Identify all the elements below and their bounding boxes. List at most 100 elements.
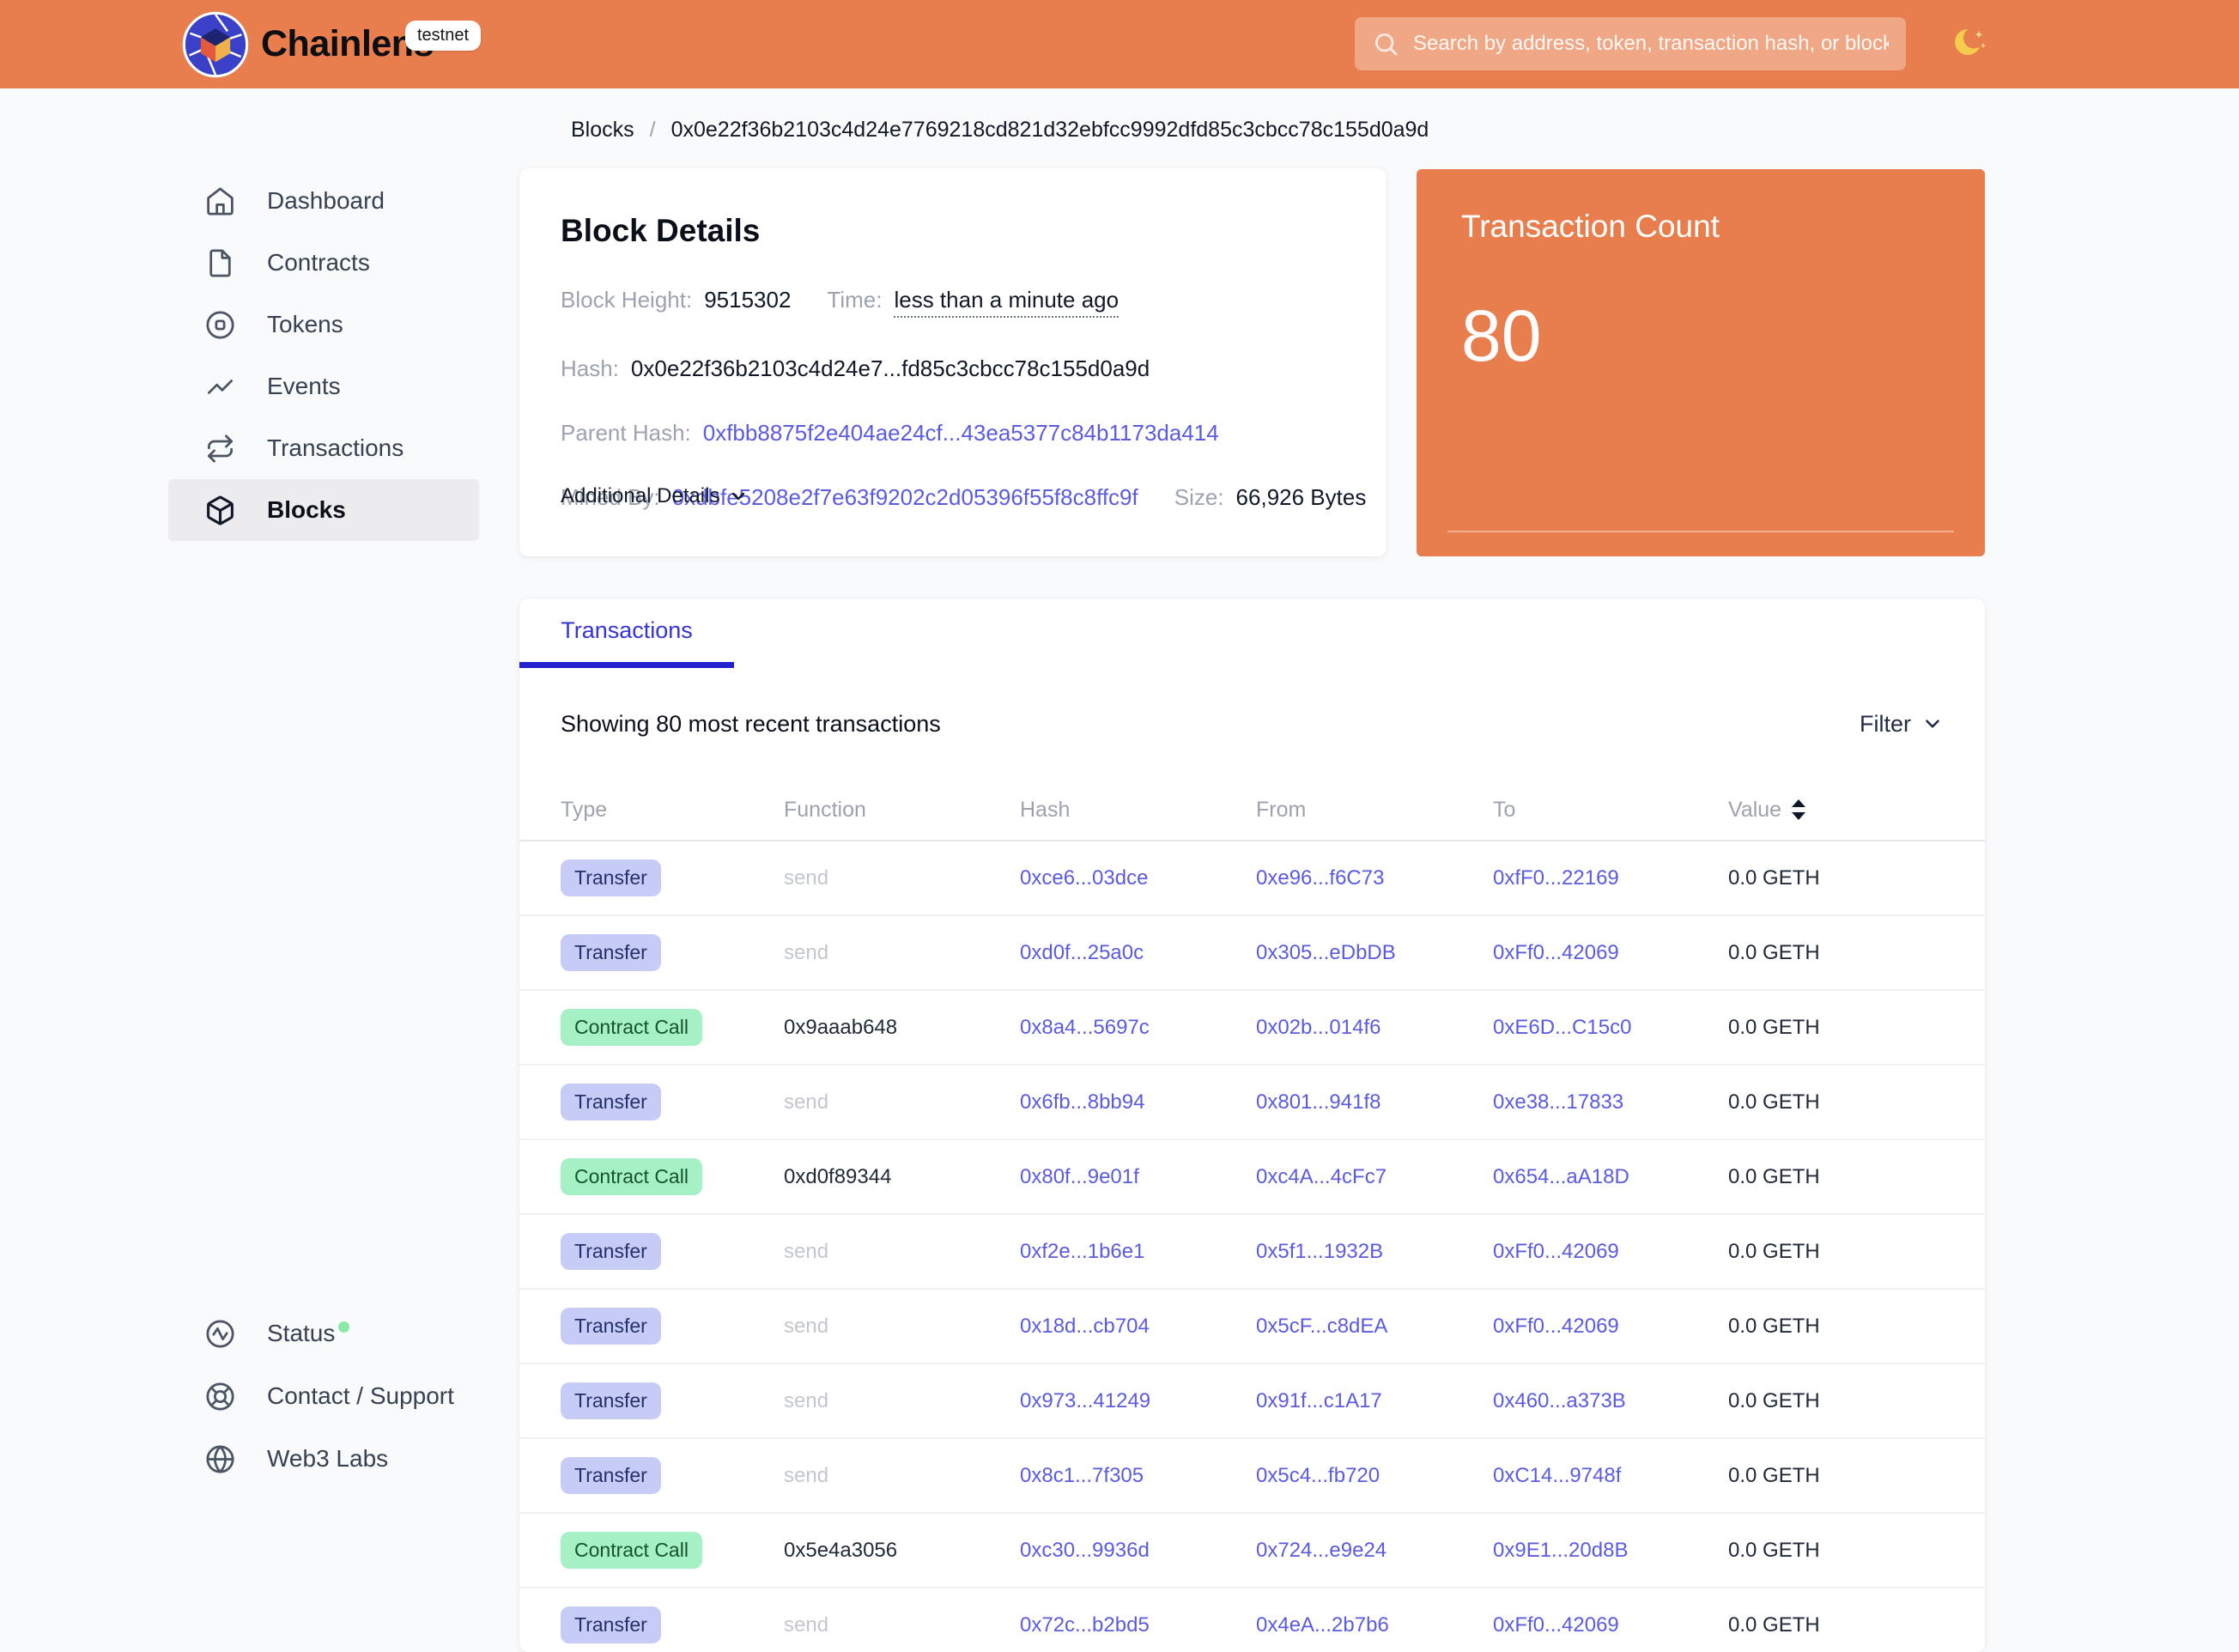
tx-from-link[interactable]: 0x305...eDbDB — [1256, 940, 1396, 964]
tx-hash-link[interactable]: 0xf2e...1b6e1 — [1020, 1239, 1145, 1263]
breadcrumb-blocks-link[interactable]: Blocks — [571, 118, 634, 142]
sidebar-item-contact-support[interactable]: Contact / Support — [168, 1365, 479, 1427]
sidebar-item-tokens[interactable]: Tokens — [168, 294, 479, 355]
sidebar-item-label: Dashboard — [267, 187, 385, 214]
tx-to-link[interactable]: 0xe38...17833 — [1493, 1090, 1624, 1114]
tx-from-link[interactable]: 0x801...941f8 — [1256, 1090, 1381, 1114]
tx-to-link[interactable]: 0x460...a373B — [1493, 1388, 1626, 1412]
parent-hash-link[interactable]: 0xfbb8875f2e404ae24cf...43ea5377c84b1173… — [702, 420, 1219, 446]
search-bar[interactable] — [1355, 17, 1906, 70]
search-icon — [1375, 33, 1398, 56]
column-header-hash: Hash — [1020, 797, 1071, 822]
sidebar-item-dashboard[interactable]: Dashboard — [168, 170, 479, 232]
tx-value: 0.0 GETH — [1728, 1388, 1820, 1412]
search-input[interactable] — [1413, 32, 1889, 56]
activity-icon — [206, 1319, 234, 1348]
tx-value: 0.0 GETH — [1728, 1538, 1820, 1562]
tx-hash-link[interactable]: 0x6fb...8bb94 — [1020, 1090, 1145, 1114]
tx-function: send — [784, 1239, 829, 1263]
sidebar-item-label: Status — [267, 1320, 350, 1347]
tx-type-badge: Contract Call — [561, 1532, 702, 1569]
transactions-toolbar: Showing 80 most recent transactions Filt… — [561, 700, 1944, 748]
sidebar-item-blocks[interactable]: Blocks — [168, 479, 479, 541]
sidebar-item-status[interactable]: Status — [168, 1303, 479, 1364]
tx-type-badge: Transfer — [561, 1382, 661, 1419]
sidebar-item-transactions[interactable]: Transactions — [168, 417, 479, 479]
tx-function: 0xd0f89344 — [784, 1164, 892, 1188]
brand[interactable]: Chainlens — [182, 0, 434, 88]
breadcrumb-separator: / — [649, 118, 656, 142]
tx-hash-link[interactable]: 0x80f...9e01f — [1020, 1164, 1139, 1188]
transaction-count-value: 80 — [1461, 295, 1542, 376]
tx-to-link[interactable]: 0xC14...9748f — [1493, 1463, 1622, 1487]
tx-from-link[interactable]: 0x4eA...2b7b6 — [1256, 1613, 1389, 1637]
tx-to-link[interactable]: 0xFf0...42069 — [1493, 940, 1619, 964]
sidebar-item-label: Transactions — [267, 434, 404, 461]
sort-icon[interactable] — [1790, 799, 1807, 821]
tx-hash-link[interactable]: 0x18d...cb704 — [1020, 1314, 1150, 1338]
tx-from-link[interactable]: 0x724...e9e24 — [1256, 1538, 1387, 1562]
tx-to-link[interactable]: 0xfF0...22169 — [1493, 865, 1619, 890]
tx-type-badge: Transfer — [561, 1457, 661, 1494]
transaction-count-divider — [1447, 531, 1954, 532]
time-value[interactable]: less than a minute ago — [894, 287, 1120, 318]
tx-to-link[interactable]: 0xE6D...C15c0 — [1493, 1015, 1632, 1039]
tx-function: send — [784, 1613, 829, 1637]
breadcrumb-current-hash: 0x0e22f36b2103c4d24e7769218cd821d32ebfcc… — [670, 118, 1429, 142]
tx-function: 0x9aaab648 — [784, 1015, 898, 1039]
tx-from-link[interactable]: 0x5c4...fb720 — [1256, 1463, 1380, 1487]
table-row: Contract Call 0x9aaab648 0x8a4...5697c 0… — [519, 991, 1985, 1066]
tx-type-badge: Transfer — [561, 1084, 661, 1121]
tx-function: send — [784, 1463, 829, 1487]
tx-from-link[interactable]: 0x5cF...c8dEA — [1256, 1314, 1388, 1338]
sidebar-item-label: Events — [267, 373, 341, 399]
tab-active-indicator — [519, 662, 734, 668]
repeat-icon — [208, 434, 233, 463]
sidebar-item-label: Contact / Support — [267, 1382, 454, 1409]
tx-to-link[interactable]: 0x9E1...20d8B — [1493, 1538, 1629, 1562]
mined-by-label: Mined By: — [561, 484, 660, 510]
env-badge: testnet — [405, 21, 482, 51]
tab-transactions[interactable]: Transactions — [561, 616, 693, 643]
tx-hash-link[interactable]: 0xc30...9936d — [1020, 1538, 1150, 1562]
table-row: Transfer send 0x973...41249 0x91f...c1A1… — [519, 1364, 1985, 1439]
tx-from-link[interactable]: 0xc4A...4cFc7 — [1256, 1164, 1387, 1188]
sidebar-item-contracts[interactable]: Contracts — [168, 232, 479, 294]
additional-details-toggle[interactable]: Additional Details — [561, 484, 749, 508]
tx-from-link[interactable]: 0x5f1...1932B — [1256, 1239, 1384, 1263]
tx-hash-link[interactable]: 0x8a4...5697c — [1020, 1015, 1150, 1039]
parent-hash-row: Parent Hash: 0xfbb8875f2e404ae24cf...43e… — [561, 420, 1345, 446]
tx-to-link[interactable]: 0x654...aA18D — [1493, 1164, 1629, 1188]
tx-to-link[interactable]: 0xFf0...42069 — [1493, 1239, 1619, 1263]
tx-to-link[interactable]: 0xFf0...42069 — [1493, 1613, 1619, 1637]
sidebar-item-label: Tokens — [267, 311, 343, 337]
tx-from-link[interactable]: 0xe96...f6C73 — [1256, 865, 1385, 890]
home-icon — [207, 186, 234, 216]
tx-value: 0.0 GETH — [1728, 1613, 1820, 1637]
tx-hash-link[interactable]: 0x72c...b2bd5 — [1020, 1613, 1150, 1637]
sidebar-item-events[interactable]: Events — [168, 355, 479, 417]
tx-hash-link[interactable]: 0x973...41249 — [1020, 1388, 1151, 1412]
cube-icon — [207, 495, 234, 525]
sidebar-item-web3-labs[interactable]: Web3 Labs — [168, 1428, 479, 1490]
tx-hash-link[interactable]: 0xd0f...25a0c — [1020, 940, 1144, 964]
tx-hash-link[interactable]: 0xce6...03dce — [1020, 865, 1149, 890]
globe-icon — [206, 1444, 234, 1473]
moon-icon[interactable] — [1951, 24, 1992, 65]
tx-to-link[interactable]: 0xFf0...42069 — [1493, 1314, 1619, 1338]
file-icon — [209, 248, 231, 277]
mined-by-row: Mined By: 0xdbfe5208e2f7e63f9202c2d05396… — [561, 484, 1366, 511]
token-icon — [206, 310, 234, 339]
filter-button[interactable]: Filter — [1860, 711, 1944, 738]
mined-by-link[interactable]: 0xdbfe5208e2f7e63f9202c2d05396f55f8c8ffc… — [671, 484, 1138, 510]
tx-from-link[interactable]: 0x02b...014f6 — [1256, 1015, 1381, 1039]
tx-value: 0.0 GETH — [1728, 1090, 1820, 1114]
tx-value: 0.0 GETH — [1728, 865, 1820, 890]
time-label: Time: — [827, 287, 883, 313]
tx-hash-link[interactable]: 0x8c1...7f305 — [1020, 1463, 1144, 1487]
block-height-row: Block Height: 9515302 Time: less than a … — [561, 287, 1345, 318]
table-row: Transfer send 0xce6...03dce 0xe96...f6C7… — [519, 841, 1985, 916]
hash-value: 0x0e22f36b2103c4d24e7...fd85c3cbcc78c155… — [630, 355, 1150, 381]
tx-from-link[interactable]: 0x91f...c1A17 — [1256, 1388, 1382, 1412]
